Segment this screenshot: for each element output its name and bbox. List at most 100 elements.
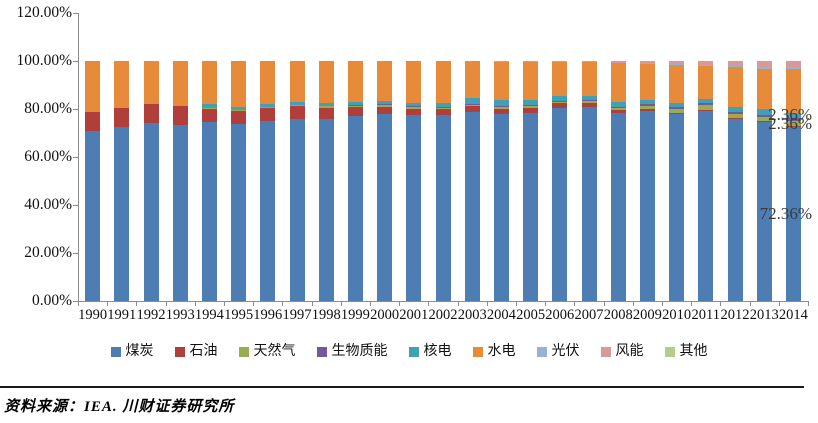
x-tick xyxy=(340,301,342,306)
x-tick-label: 2011 xyxy=(691,307,721,323)
bar-segment xyxy=(377,61,393,102)
bar-segment xyxy=(201,61,217,105)
x-tick xyxy=(545,301,547,306)
legend-swatch-icon xyxy=(536,347,547,357)
x-tick-label: 1995 xyxy=(224,307,254,323)
legend-item-5: 水电 xyxy=(472,344,516,360)
x-tick-label: 2002 xyxy=(428,307,458,323)
bar-segment xyxy=(756,121,772,301)
bar-segment xyxy=(581,100,597,101)
bar-segment xyxy=(785,127,801,301)
bar-segment xyxy=(231,124,247,301)
bar-segment xyxy=(610,101,626,107)
bar-segment xyxy=(318,106,334,108)
x-tick xyxy=(399,301,401,306)
bar-segment xyxy=(727,61,743,66)
bar-segment xyxy=(552,103,568,108)
bar-segment xyxy=(727,117,743,119)
legend-item-7: 风能 xyxy=(600,344,644,360)
bar-segment xyxy=(260,61,276,104)
y-axis-line xyxy=(78,13,79,301)
data-label-annotation: 2.36% xyxy=(768,105,812,125)
bar-segment xyxy=(289,102,305,106)
bar-segment xyxy=(610,110,626,113)
legend-item-8: 其他 xyxy=(664,344,708,360)
legend-label: 光伏 xyxy=(551,344,580,359)
y-tick-label: 80.00% xyxy=(24,100,72,117)
bar-segment xyxy=(231,61,247,108)
x-tick-label: 1994 xyxy=(194,307,224,323)
bar-segment xyxy=(552,101,568,104)
bar-segment xyxy=(289,61,305,103)
x-tick-label: 2000 xyxy=(370,307,400,323)
x-tick-label: 2007 xyxy=(574,307,604,323)
x-tick xyxy=(778,301,780,306)
bar-segment xyxy=(435,103,451,107)
bar-segment xyxy=(493,108,509,115)
bar-segment xyxy=(201,107,217,109)
bar-segment xyxy=(260,107,276,121)
bar-segment xyxy=(114,107,130,127)
bar-segment xyxy=(669,112,685,115)
bar-segment xyxy=(785,112,801,119)
x-tick xyxy=(486,301,488,306)
x-tick xyxy=(662,301,663,306)
bar-segment xyxy=(698,109,714,112)
bar-segment xyxy=(552,107,568,301)
x-tick xyxy=(720,301,722,306)
bar-segment xyxy=(377,113,393,301)
bar-segment xyxy=(756,109,772,115)
legend-item-1: 石油 xyxy=(174,344,218,360)
bar-segment xyxy=(756,67,772,70)
y-tick xyxy=(73,109,78,110)
x-tick-label: 2006 xyxy=(545,307,575,323)
bar-segment xyxy=(698,99,714,104)
bar-segment xyxy=(493,100,509,106)
x-tick-label: 2010 xyxy=(662,307,692,323)
bar-segment xyxy=(318,61,334,104)
bar-segment xyxy=(785,61,801,68)
bar-segment xyxy=(201,104,217,108)
bar-segment xyxy=(289,118,305,301)
bar-segment xyxy=(756,116,772,121)
bar-segment xyxy=(114,106,130,108)
x-axis-line xyxy=(73,301,808,302)
bar-segment xyxy=(201,108,217,123)
legend-item-6: 光伏 xyxy=(536,344,580,360)
bar-segment xyxy=(289,106,305,119)
legend-item-0: 煤炭 xyxy=(110,344,154,360)
x-tick xyxy=(78,301,79,306)
bar-segment xyxy=(347,61,363,103)
y-tick xyxy=(73,13,78,14)
legend-swatch-icon xyxy=(174,347,185,357)
bar-segment xyxy=(260,120,276,301)
bar-segment xyxy=(523,105,539,108)
x-tick xyxy=(194,301,196,306)
bar-segment xyxy=(727,106,743,112)
y-tick-label: 60.00% xyxy=(24,148,72,165)
x-tick-label: 2001 xyxy=(399,307,429,323)
bar-segment xyxy=(85,111,101,131)
bar-segment xyxy=(756,61,772,68)
x-tick-label: 1996 xyxy=(253,307,283,323)
bar-segment xyxy=(669,64,685,103)
bar-segment xyxy=(406,108,422,116)
bar-segment xyxy=(785,67,801,69)
bar-segment xyxy=(318,119,334,301)
x-tick-label: 2014 xyxy=(778,307,808,323)
x-tick-label: 1997 xyxy=(282,307,312,323)
bar-segment xyxy=(756,120,772,122)
x-tick xyxy=(516,301,517,306)
y-tick-label: 0.00% xyxy=(31,292,72,309)
bar-segment xyxy=(493,61,509,101)
y-tick-label: 100.00% xyxy=(16,52,72,69)
bar-segment xyxy=(581,103,597,107)
bar-segment xyxy=(610,61,626,63)
y-tick xyxy=(73,301,78,302)
legend-item-2: 天然气 xyxy=(238,344,296,360)
bar-segment xyxy=(669,61,685,64)
chart-legend: 煤炭 石油 天然气 生物质能 核电 水电 光伏 风能 其他 xyxy=(0,341,818,363)
legend-label: 风能 xyxy=(615,344,644,359)
bar-segment xyxy=(493,105,509,109)
bar-segment xyxy=(669,108,685,113)
